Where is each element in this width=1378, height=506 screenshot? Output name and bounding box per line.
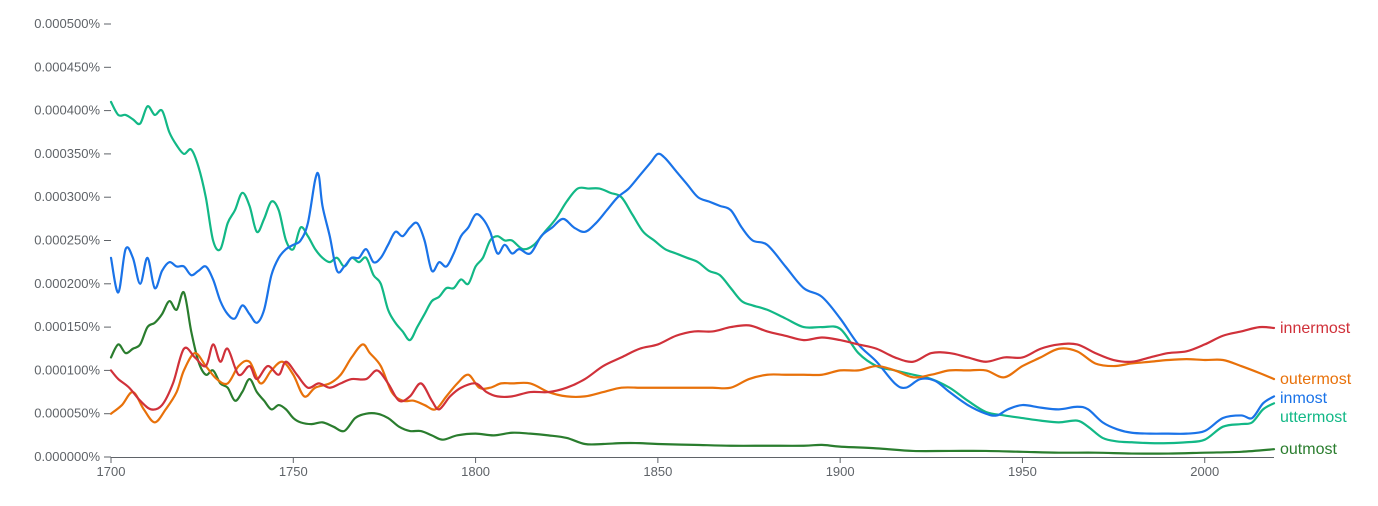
series-line-outermost	[109, 343, 1276, 424]
x-axis: 1700 1750 1800 1850 1900 1950 2000	[97, 457, 1274, 479]
y-axis: 0.000000% 0.000050% 0.000100% 0.000150% 0.00…	[34, 16, 111, 464]
series-line-inmost	[109, 152, 1276, 435]
y-tick-label: 0.000350%	[34, 146, 100, 161]
series-label-uttermost: uttermost	[1280, 409, 1347, 426]
x-tick-label: 1750	[279, 464, 308, 479]
series-lines	[109, 100, 1276, 455]
x-tick-label: 1950	[1008, 464, 1037, 479]
series-line-outmost	[109, 291, 1276, 455]
series-line-innermost	[109, 324, 1276, 411]
y-tick-label: 0.000450%	[34, 59, 100, 74]
y-tick-label: 0.000100%	[34, 362, 100, 377]
series-label-innermost: innermost	[1280, 320, 1351, 337]
x-tick-label: 1800	[461, 464, 490, 479]
y-tick-label: 0.000300%	[34, 189, 100, 204]
x-tick-label: 1900	[826, 464, 855, 479]
y-tick-label: 0.000200%	[34, 276, 100, 291]
x-tick-label: 1700	[97, 464, 126, 479]
y-tick-label: 0.000000%	[34, 449, 100, 464]
y-tick-label: 0.000050%	[34, 406, 100, 421]
y-tick-label: 0.000150%	[34, 319, 100, 334]
x-tick-label: 2000	[1190, 464, 1219, 479]
series-line-uttermost	[109, 100, 1276, 445]
y-tick-label: 0.000500%	[34, 16, 100, 31]
series-labels: innermost outermost inmost uttermost outmost	[1280, 320, 1352, 458]
series-label-outmost: outmost	[1280, 441, 1337, 458]
x-tick-label: 1850	[643, 464, 672, 479]
series-label-inmost: inmost	[1280, 390, 1328, 407]
y-tick-label: 0.000400%	[34, 103, 100, 118]
y-tick-label: 0.000250%	[34, 233, 100, 248]
series-label-outermost: outermost	[1280, 371, 1352, 388]
